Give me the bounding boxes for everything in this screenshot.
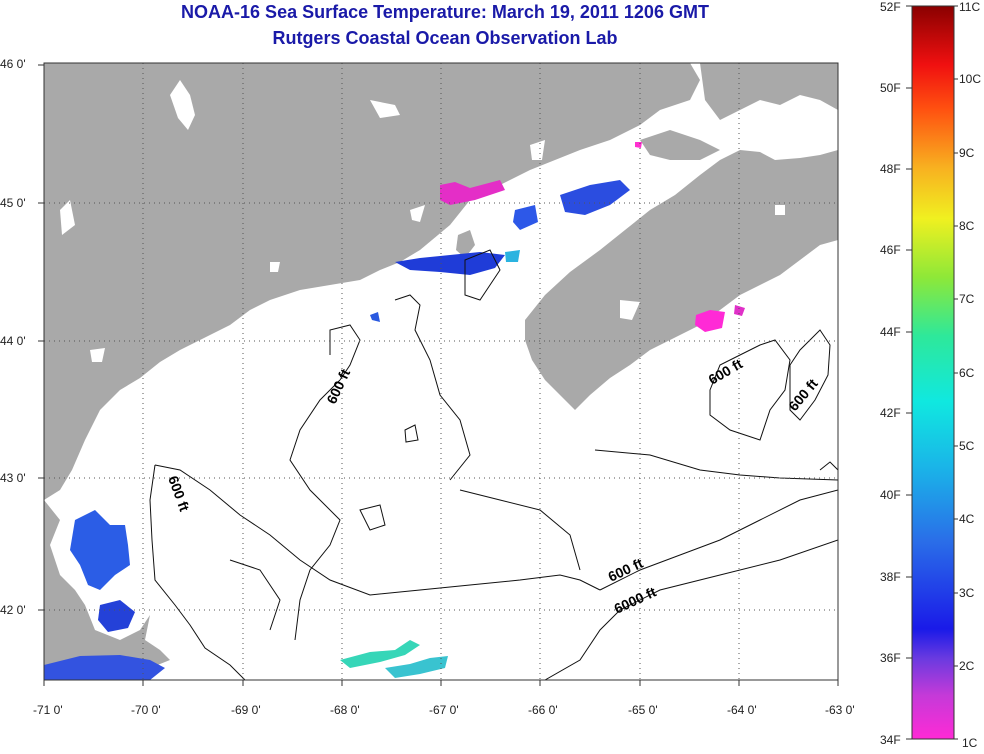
colorbar-f-label: 36F [880,651,901,665]
lon-tick-label: -63 0' [825,703,855,717]
colorbar-f-label: 38F [880,570,901,584]
land-nova-scotia [525,150,838,410]
lon-tick-label: -70 0' [131,703,161,717]
lon-tick-label: -65 0' [628,703,658,717]
map-subtitle: Rutgers Coastal Ocean Observation Lab [272,28,618,48]
lon-tick-label: -66 0' [528,703,558,717]
colorbar-f-label: 44F [880,325,901,339]
colorbar-f-label: 42F [880,406,901,420]
colorbar-f-label: 46F [880,243,901,257]
lon-tick-label: -68 0' [330,703,360,717]
lat-tick-label: 44 0' [0,334,26,348]
colorbar-c-label: 6C [959,366,975,380]
colorbar-c-label: 4C [959,512,975,526]
colorbar-f-label: 40F [880,488,901,502]
lon-tick-label: -69 0' [231,703,261,717]
lon-tick-label: -64 0' [727,703,757,717]
land-grand-manan [456,230,475,258]
colorbar-c-label: 8C [959,219,975,233]
sst-patches [44,142,745,680]
land-maine-newbrunswick [44,63,700,500]
colorbar-c-label: 7C [959,292,975,306]
colorbar-f-label: 48F [880,162,901,176]
land-northeast [700,63,838,120]
lat-tick-label: 42 0' [0,603,26,617]
colorbar-c-label: 10C [959,72,982,86]
map-title: NOAA-16 Sea Surface Temperature: March 1… [181,2,709,22]
lat-tick-label: 45 0' [0,196,26,210]
map-ticks [38,64,839,686]
colorbar-c-label: 2C [959,659,975,673]
colorbar-c-label: 1C [962,736,978,750]
lat-tick-label: 43 0' [0,471,26,485]
colorbar-c-label: 11C [959,0,981,14]
lakes [60,80,785,362]
colorbar-f-label: 52F [880,0,901,14]
colorbar-f-label: 50F [880,81,901,95]
colorbar-c-label: 9C [959,146,975,160]
lon-tick-label: -71 0' [33,703,63,717]
colorbar-c-label: 3C [959,586,975,600]
lon-tick-label: -67 0' [429,703,459,717]
colorbar-c-label: 5C [959,439,975,453]
land-pei-strait [640,130,720,160]
lat-tick-label: 46 0' [0,57,26,71]
land-massachusetts [44,500,170,680]
colorbar-f-label: 34F [880,733,901,747]
